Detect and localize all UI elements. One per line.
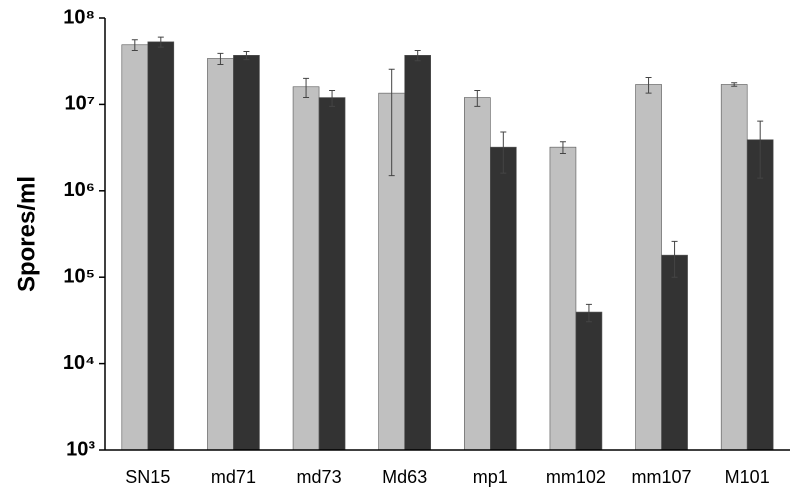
y-tick-label: 10³: [66, 438, 95, 460]
bar: [292, 86, 320, 451]
y-tick-label: 10⁷: [65, 93, 96, 115]
y-tick-label: 10⁵: [63, 265, 95, 287]
x-tick-label: mp1: [473, 467, 508, 487]
x-tick-label: mm107: [632, 467, 692, 487]
bar: [635, 84, 662, 451]
error-bar: [671, 240, 678, 278]
error-bar: [217, 52, 224, 65]
bar: [147, 41, 175, 451]
error-bar: [157, 36, 164, 48]
x-tick-label: md71: [211, 467, 256, 487]
x-tick-label: Md63: [382, 467, 427, 487]
bar: [575, 311, 603, 451]
bar: [464, 97, 491, 451]
bar: [318, 97, 346, 451]
bar: [233, 55, 260, 451]
bar: [207, 58, 234, 451]
error-bar: [731, 82, 738, 87]
x-tick-label: SN15: [125, 467, 170, 487]
error-bar: [131, 39, 138, 52]
bar: [490, 146, 517, 451]
x-tick-label: M101: [725, 467, 770, 487]
bar: [549, 146, 577, 451]
bar: [720, 84, 748, 451]
error-bar: [500, 131, 507, 174]
bar: [404, 55, 431, 451]
error-bar: [474, 89, 481, 107]
error-bar: [388, 68, 395, 177]
y-tick-label: 10⁸: [63, 6, 95, 28]
x-tick-label: md73: [297, 467, 342, 487]
bar: [746, 139, 774, 451]
y-axis-label: Spores/ml: [13, 176, 40, 292]
error-bar: [329, 89, 336, 107]
error-bar: [243, 50, 250, 61]
x-tick-label: mm102: [546, 467, 606, 487]
error-bar: [303, 77, 310, 99]
error-bar: [645, 76, 652, 94]
error-bar: [414, 50, 421, 62]
y-tick-label: 10⁶: [64, 179, 95, 201]
bar: [121, 44, 149, 451]
y-tick-label: 10⁴: [63, 352, 95, 374]
error-bar: [757, 120, 764, 179]
error-bar: [559, 141, 566, 155]
bar: [661, 254, 688, 451]
error-bar: [585, 303, 592, 323]
